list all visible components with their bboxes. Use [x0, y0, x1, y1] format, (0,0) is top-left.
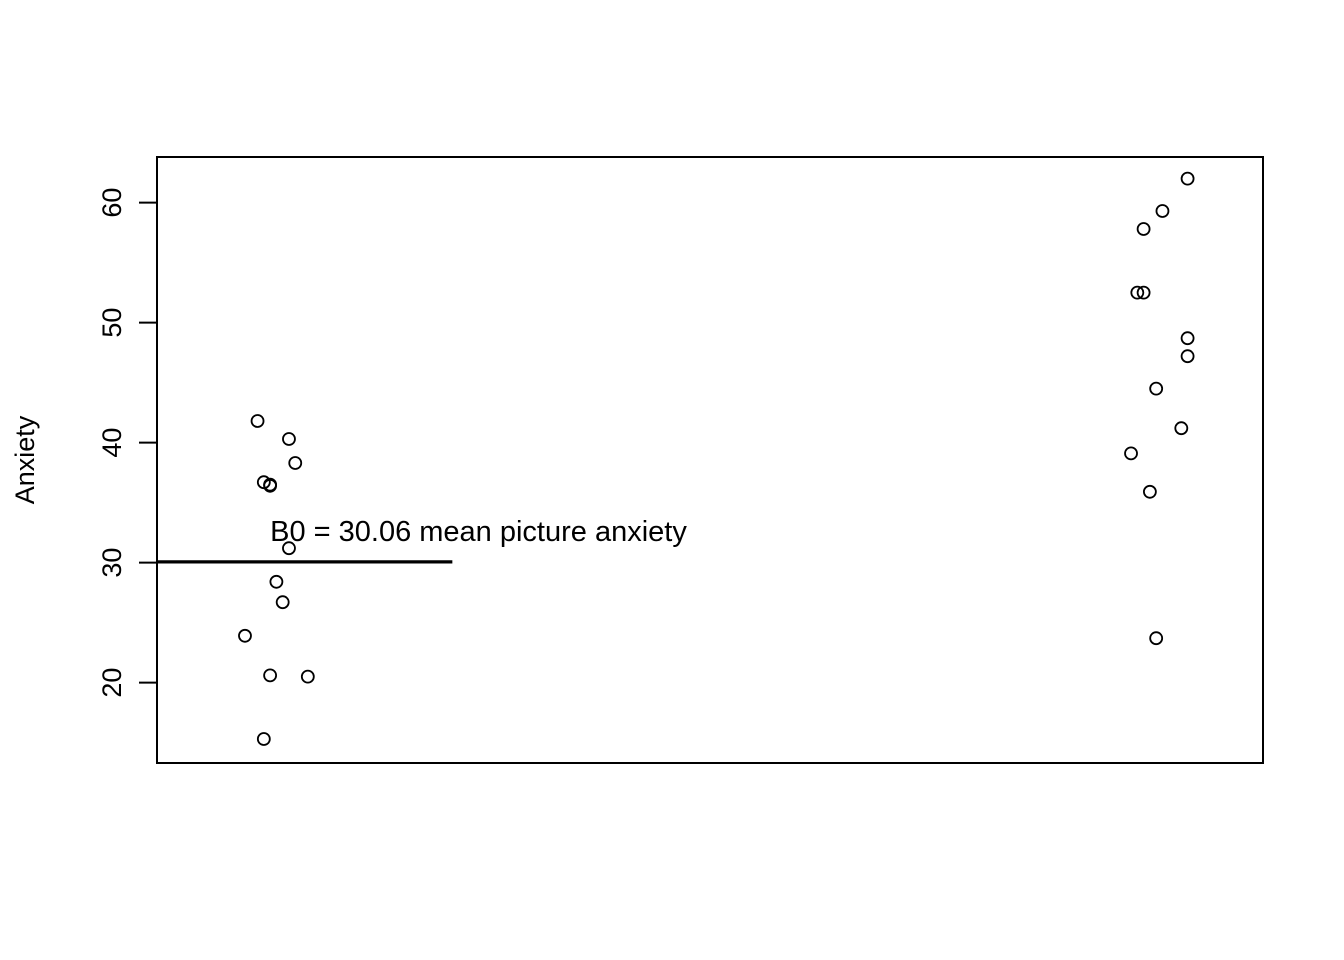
data-point-series-1	[269, 574, 284, 589]
data-point-series-1	[238, 628, 252, 643]
data-point-series-2	[1149, 631, 1164, 646]
y-tick-label: 20	[97, 668, 127, 698]
data-point-series-1	[300, 669, 315, 684]
data-point-series-2	[1136, 222, 1151, 236]
data-point-series-2	[1174, 421, 1189, 436]
data-point-series-2	[1180, 171, 1195, 186]
y-tick-label: 60	[97, 188, 127, 218]
data-point-series-2	[1142, 484, 1157, 499]
data-point-series-2	[1180, 331, 1195, 346]
data-point-series-2	[1180, 349, 1195, 364]
data-point-series-1	[256, 732, 271, 746]
data-point-series-1	[263, 668, 278, 683]
annotation-text: B0 = 30.06 mean picture anxiety	[270, 516, 687, 548]
y-axis-label: Anxiety	[10, 415, 40, 504]
y-tick-label: 50	[97, 308, 127, 338]
plot-frame	[156, 156, 1264, 764]
data-point-series-1	[282, 432, 296, 446]
data-point-series-1	[282, 541, 296, 556]
data-point-series-1	[288, 456, 303, 470]
data-point-series-1	[250, 414, 265, 428]
y-tick-label: 30	[97, 548, 127, 578]
data-point-series-2	[1136, 285, 1151, 300]
y-axis: 20 30 40 50 60	[97, 188, 157, 698]
data-point-series-2	[1124, 446, 1138, 461]
data-point-series-2	[1149, 381, 1164, 396]
data-point-series-1	[275, 595, 290, 610]
data-points	[238, 171, 1195, 746]
annotations: B0 = 30.06 mean picture anxiety	[270, 516, 687, 548]
data-point-series-2	[1155, 204, 1170, 218]
data-point-series-2	[1130, 285, 1145, 300]
y-tick-label: 40	[97, 428, 127, 458]
data-point-series-1	[263, 477, 278, 492]
